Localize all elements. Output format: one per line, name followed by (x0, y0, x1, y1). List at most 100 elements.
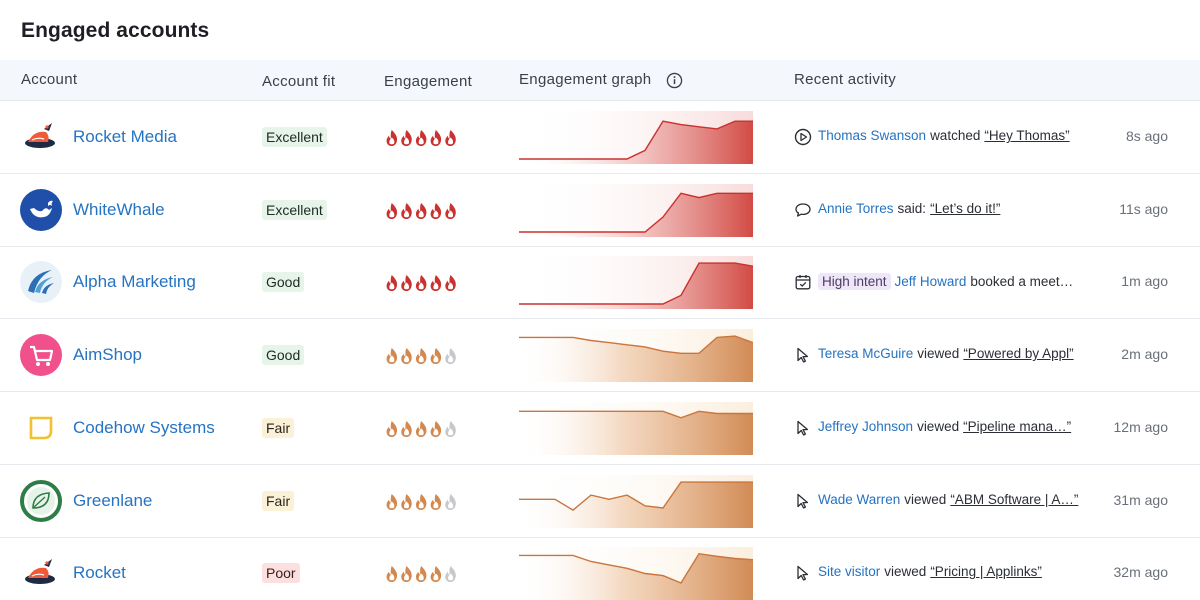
engagement-graph (519, 183, 753, 237)
flame-icon-core (389, 282, 395, 290)
activity-target-link[interactable]: “ABM Software | A…” (950, 491, 1079, 507)
activity-verb: booked a meet… (970, 274, 1074, 290)
graph-line (519, 120, 753, 160)
account-fit-badge: Excellent (262, 199, 327, 220)
chat-icon (794, 201, 812, 219)
graph-area (519, 192, 753, 237)
flame-icon-core (448, 210, 454, 217)
column-header-activity[interactable]: Recent activity (794, 71, 897, 88)
table-row[interactable]: Codehow Systems Fair Jeffrey Johnson viewed… (0, 392, 1200, 465)
recent-activity: High intent Jeff Howard booked a meet… (818, 273, 1077, 291)
cursor-icon (794, 419, 812, 437)
flame-icon-core (389, 137, 395, 145)
flame-icon-core (433, 355, 439, 363)
activity-person-link[interactable]: Jeff Howard (894, 274, 967, 290)
activity-target-link[interactable]: “Let’s do it!” (930, 200, 1001, 216)
activity-verb: watched (930, 128, 981, 143)
table-row[interactable]: Alpha Marketing Good High intent Jeff Howar… (0, 246, 1200, 320)
graph-area (519, 553, 753, 600)
activity-timestamp: 32m ago (1113, 564, 1168, 581)
table-row[interactable]: AimShop Good Teresa McGuire viewed “Powered … (0, 319, 1200, 393)
activity-verb: viewed (904, 491, 947, 507)
account-fit-badge: Good (262, 272, 305, 293)
flame-icon-core (389, 210, 395, 217)
activity-timestamp: 8s ago (1125, 128, 1168, 144)
table-row[interactable]: Rocket Media Excellent Thomas Swanson watch… (0, 101, 1200, 174)
engagement-flames (386, 202, 456, 219)
graph-area (519, 336, 753, 383)
info-icon[interactable] (666, 72, 683, 89)
flame-icon-core (418, 573, 424, 581)
account-name-link[interactable]: Rocket Media (73, 127, 177, 146)
column-header-fit[interactable]: Account fit (262, 73, 336, 90)
whale-logo (20, 188, 62, 231)
codehow-logo (20, 407, 62, 449)
activity-person-link[interactable]: Teresa McGuire (818, 346, 914, 362)
activity-verb: viewed (884, 564, 927, 580)
flame-icon-core (448, 282, 454, 290)
cursor-icon (794, 492, 812, 510)
flame-icon-core (403, 428, 410, 436)
flame-icon-core (389, 428, 395, 436)
flame-icon-core (448, 428, 454, 436)
engagement-flames (386, 420, 456, 437)
flame-icon-core (433, 573, 439, 581)
column-header-engagement[interactable]: Engagement (384, 73, 473, 90)
graph-line (519, 192, 753, 233)
flame-icon-core (418, 282, 424, 290)
activity-verb: viewed (917, 418, 960, 434)
graph-line (519, 262, 753, 306)
engagement-graph (519, 111, 753, 164)
account-name-link[interactable]: Greenlane (73, 490, 153, 510)
leaf-logo (20, 479, 62, 522)
account-name-link[interactable]: Rocket (73, 563, 126, 583)
account-name-link[interactable]: WhiteWhale (73, 199, 165, 219)
column-header-graph[interactable]: Engagement graph (519, 71, 652, 88)
recent-activity: Wade Warren viewed “ABM Software | A…” (818, 492, 1078, 507)
activity-target-link[interactable]: “Pipeline mana…” (963, 418, 1072, 434)
flame-icon-core (389, 501, 395, 508)
activity-person-link[interactable]: Site visitor (818, 564, 881, 580)
rocket-logo (20, 116, 62, 158)
high-intent-badge: High intent (818, 273, 891, 291)
account-fit-badge: Fair (262, 417, 295, 438)
engagement-flames (386, 275, 456, 292)
engagement-flames (386, 493, 456, 510)
flame-icon-core (389, 355, 395, 363)
flame-icon-core (403, 355, 410, 363)
activity-timestamp: 12m ago (1113, 418, 1168, 435)
activity-person-link[interactable]: Thomas Swanson (818, 128, 927, 143)
engagement-flames (386, 566, 456, 583)
activity-target-link[interactable]: “Hey Thomas” (984, 128, 1070, 143)
graph-line (519, 410, 753, 419)
flame-icon-core (433, 282, 439, 290)
table-row[interactable]: WhiteWhale Excellent Annie Torres said: “Let… (0, 174, 1200, 247)
engagement-graph (519, 547, 753, 600)
table-row[interactable]: Rocket Poor Site visitor viewed “Pricing | A… (0, 537, 1200, 600)
recent-activity: Site visitor viewed “Pricing | Applinks” (818, 564, 1042, 579)
activity-person-link[interactable]: Jeffrey Johnson (818, 418, 914, 434)
flame-icon-core (418, 210, 424, 217)
page-title: Engaged accounts (21, 19, 210, 42)
calendar-icon (794, 273, 812, 291)
account-name-link[interactable]: AimShop (73, 345, 142, 365)
cart-logo (20, 334, 62, 377)
flame-icon-core (448, 137, 454, 145)
column-header-account[interactable]: Account (21, 71, 78, 88)
table-row[interactable]: Greenlane Fair Wade Warren viewed “ABM Softw… (0, 465, 1200, 538)
account-name-link[interactable]: Codehow Systems (73, 417, 215, 437)
activity-person-link[interactable]: Annie Torres (818, 200, 894, 216)
flame-icon-core (433, 428, 439, 436)
activity-target-link[interactable]: “Powered by Appl” (963, 346, 1074, 362)
flame-icon-core (403, 282, 410, 290)
flame-icon-core (448, 501, 454, 508)
activity-person-link[interactable]: Wade Warren (818, 491, 901, 507)
graph-line (519, 335, 753, 355)
activity-verb: said: (897, 200, 927, 216)
account-name-link[interactable]: Alpha Marketing (73, 272, 196, 292)
flame-icon-core (418, 501, 424, 508)
activity-target-link[interactable]: “Pricing | Applinks” (930, 564, 1042, 580)
table-header: Account Account fit Engagement Engagemen… (0, 60, 1200, 101)
flame-icon-core (403, 137, 410, 145)
activity-timestamp: 2m ago (1121, 346, 1168, 363)
